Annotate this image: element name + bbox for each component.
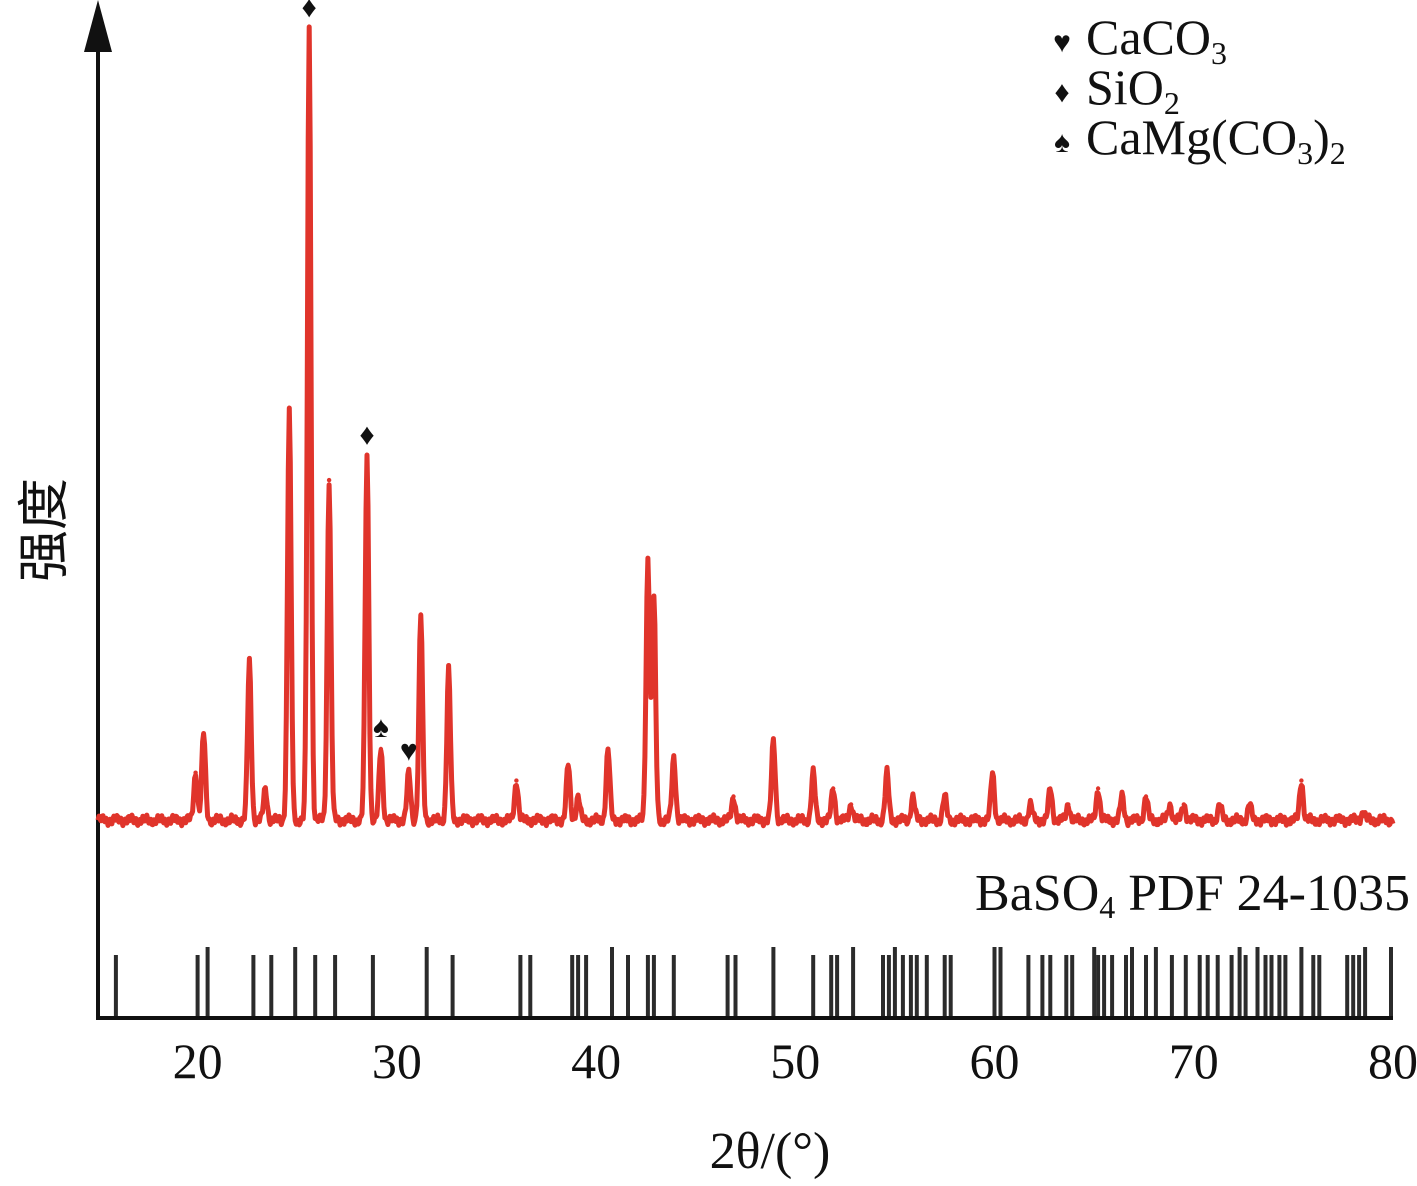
x-tick-label: 80 — [1368, 1033, 1417, 1089]
pattern-peak — [326, 477, 332, 483]
x-tick-label: 30 — [372, 1033, 422, 1089]
x-tick-label: 20 — [173, 1033, 223, 1089]
phase-annotations: ♦ ♦ ♠ ♥ — [302, 0, 418, 768]
pattern-peak — [446, 667, 451, 673]
pattern-peak — [418, 612, 423, 617]
spade-legend-icon: ♠ — [1054, 126, 1070, 159]
pattern-peak — [364, 454, 370, 459]
pattern-peak — [1217, 802, 1222, 807]
legend-label: CaCO3 — [1086, 9, 1227, 71]
spade-marker-icon: ♠ — [373, 711, 389, 744]
pattern-peak — [910, 794, 916, 799]
pattern-peak — [645, 556, 651, 562]
legend-label: CaMg(CO3)2 — [1086, 109, 1346, 171]
pattern-peak — [1066, 802, 1071, 807]
pattern-peak — [307, 27, 312, 32]
x-tick-label: 60 — [970, 1033, 1020, 1089]
pattern-peak — [193, 770, 198, 775]
pattern-peak — [771, 738, 776, 744]
pattern-peak — [990, 770, 995, 775]
diamond-marker-icon: ♦ — [302, 0, 317, 24]
pattern-peak — [514, 778, 519, 783]
axes — [84, 0, 1393, 1020]
pattern-peak — [811, 770, 816, 775]
pattern-peak — [1167, 802, 1173, 807]
pattern-peak — [566, 762, 571, 767]
pattern-peak — [1247, 802, 1252, 807]
heart-marker-icon: ♥ — [400, 735, 418, 768]
pattern-peak — [1119, 794, 1125, 799]
reference-sticks — [113, 947, 1393, 1016]
pattern-peak — [1095, 786, 1101, 791]
y-axis-title: 强度 — [17, 478, 74, 582]
diamond-legend-icon: ♦ — [1054, 76, 1069, 109]
y-axis-arrowhead — [84, 0, 112, 52]
heart-legend-icon: ♥ — [1053, 26, 1071, 59]
pattern-peak — [942, 794, 947, 799]
pattern-peak — [884, 770, 890, 775]
pattern-peak — [201, 731, 206, 736]
pattern-peak — [1181, 802, 1187, 807]
pattern-peak — [731, 794, 736, 799]
pattern-peak — [1048, 786, 1053, 791]
diamond-marker-icon: ♦ — [359, 418, 374, 451]
measured-pattern-line — [95, 24, 1396, 829]
pattern-peak — [263, 786, 268, 791]
pattern-peak — [247, 659, 252, 665]
reference-pattern-label: BaSO4 PDF 24-1035 — [975, 865, 1410, 925]
pattern-peak — [831, 786, 836, 791]
pattern-peak — [1299, 778, 1304, 783]
pattern-peak — [848, 802, 854, 807]
pattern-peak — [1028, 802, 1033, 807]
x-tick-label: 70 — [1169, 1033, 1219, 1089]
pattern-peak — [1360, 810, 1366, 815]
pattern-peak — [605, 746, 611, 752]
pattern-peak — [575, 794, 581, 799]
peak-markers — [193, 27, 1366, 815]
x-tick-labels: 20 30 40 50 60 70 80 — [173, 1033, 1417, 1089]
x-axis-title: 2θ/(°) — [710, 1123, 831, 1180]
pattern-peak — [1143, 794, 1149, 799]
pattern-peak — [406, 770, 411, 775]
pattern-peak — [378, 746, 384, 752]
pattern-peak — [287, 406, 292, 412]
pattern-peak — [671, 754, 676, 760]
x-tick-label: 40 — [571, 1033, 621, 1089]
legend: ♥ CaCO3♦ SiO2♠ CaMg(CO3)2 — [1053, 9, 1346, 171]
x-tick-label: 50 — [770, 1033, 820, 1089]
pattern-peak — [651, 596, 657, 601]
